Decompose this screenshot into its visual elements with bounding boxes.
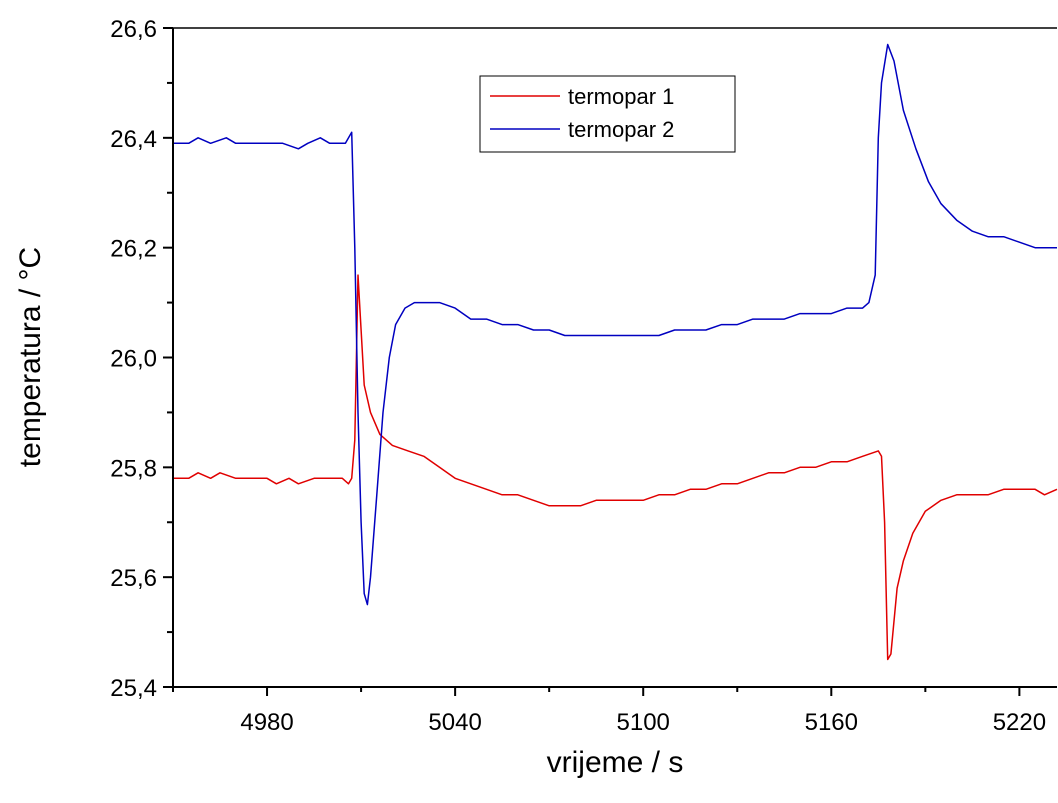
ticks: 4980 5040 5100 5160 5220 25,4 25,6 25,8 26,0 26,2… (110, 16, 1046, 736)
x-axis-title: vrijeme / s (547, 746, 684, 779)
y-axis-title: temperatura / °C (14, 247, 47, 467)
y-tick-label: 26,0 (110, 346, 157, 373)
legend-box (479, 75, 736, 153)
y-tick-label: 25,6 (110, 565, 157, 592)
series-line-1 (173, 274, 1058, 661)
x-tick-label: 5100 (617, 709, 670, 736)
x-tick-label: 4980 (240, 709, 293, 736)
y-tick-label: 26,2 (110, 236, 157, 263)
x-tick-label: 5160 (805, 709, 858, 736)
legend: termopar 1 termopar 2 (479, 75, 736, 153)
plot-lines (173, 43, 1058, 661)
x-tick-label: 5040 (428, 709, 481, 736)
legend-label: termopar 2 (568, 117, 674, 142)
series-line-2 (173, 43, 1057, 606)
y-tick-label: 26,4 (110, 126, 157, 153)
x-tick-label: 5220 (993, 709, 1046, 736)
y-tick-label: 26,6 (110, 16, 157, 43)
y-tick-label: 25,4 (110, 675, 157, 702)
y-tick-label: 25,8 (110, 455, 157, 482)
legend-label: termopar 1 (568, 84, 674, 109)
